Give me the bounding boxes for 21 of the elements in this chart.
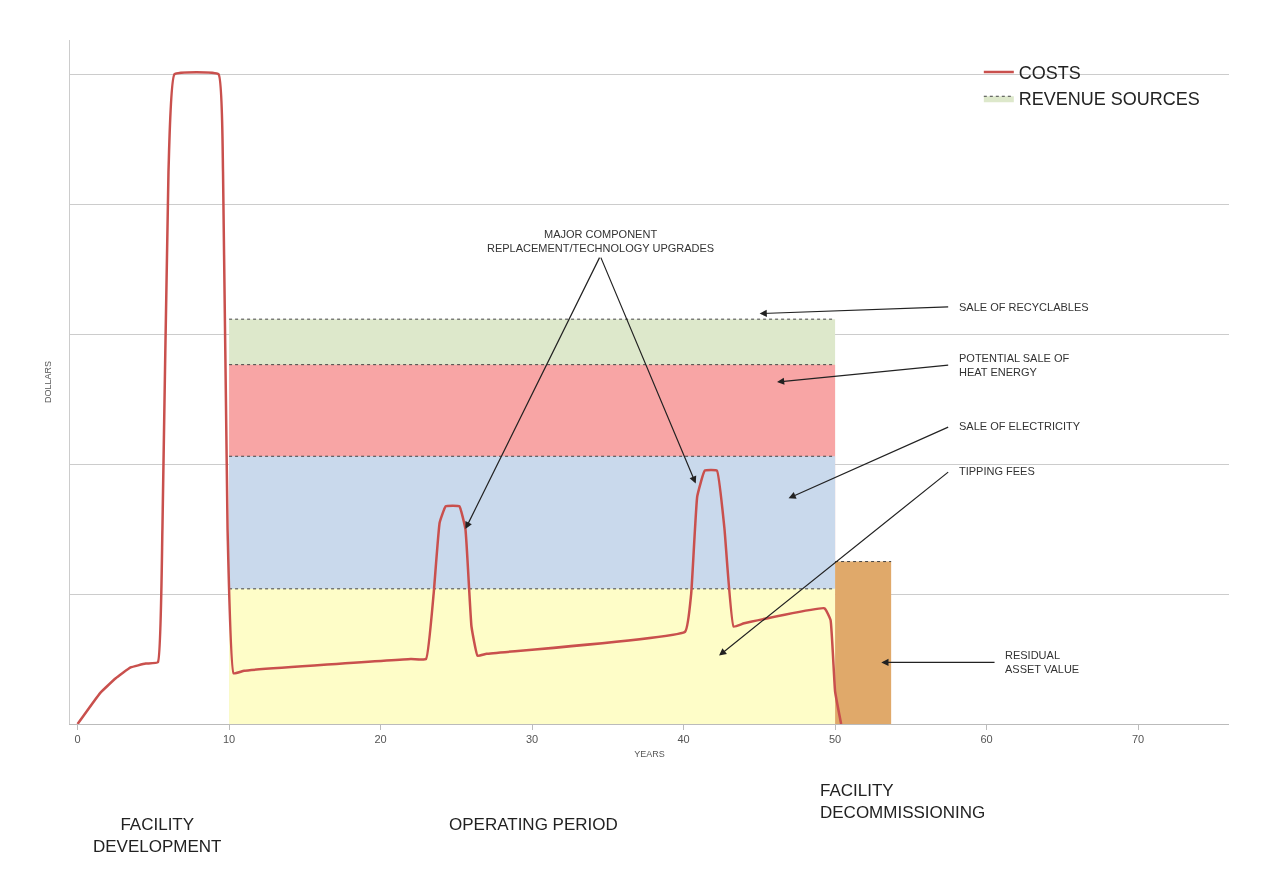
x-tick-label: 20 xyxy=(374,733,387,746)
annotation: RESIDUAL ASSET VALUE xyxy=(1005,649,1080,676)
y-axis-title: DOLLARS xyxy=(43,360,54,404)
x-tick-label: 10 xyxy=(222,733,236,746)
text: FACILITY DEVELOPMENT xyxy=(93,815,222,857)
annotation: SALE OF RECYCLABLES xyxy=(959,301,1089,313)
legend-label: REVENUE SOURCES xyxy=(1018,89,1200,110)
x-tick-label: 0 xyxy=(74,733,81,746)
x-axis-title: YEARS xyxy=(634,749,665,759)
annotation: SALE OF ELECTRICITY xyxy=(959,420,1081,432)
x-tick-label: 50 xyxy=(828,733,842,746)
annotation: POTENTIAL SALE OF HEAT ENERGY xyxy=(959,352,1070,379)
text: FACILITY DECOMMISSIONING xyxy=(820,781,986,823)
annotation: TIPPING FEES xyxy=(959,465,1035,477)
annotation: MAJOR COMPONENT REPLACEMENT/TECHNOLOGY UPGRADES xyxy=(487,228,715,255)
legend-label: COSTS xyxy=(1018,62,1081,83)
x-tick-label: 70 xyxy=(1131,733,1145,746)
x-tick-label: 30 xyxy=(525,733,539,746)
text: OPERATING PERIOD xyxy=(449,815,618,834)
x-tick-label: 60 xyxy=(980,733,993,746)
x-tick-label: 40 xyxy=(677,733,690,746)
